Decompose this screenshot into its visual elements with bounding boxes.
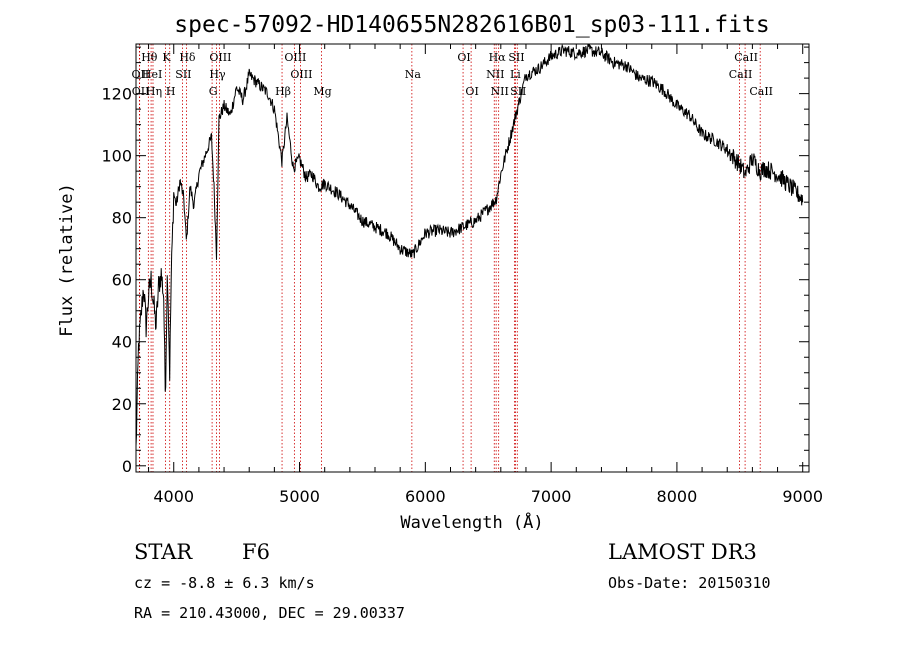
line-label-5: K — [162, 51, 171, 64]
line-label-22: SII — [508, 51, 524, 64]
object-class: STAR — [134, 540, 193, 564]
observation-date: Obs-Date: 20150310 — [608, 574, 771, 592]
x-tick-label-0: 4000 — [153, 487, 194, 506]
x-axis-label: Wavelength (Å) — [400, 511, 543, 533]
line-label-15: Mg — [313, 85, 331, 98]
survey-name: LAMOST DR3 — [608, 540, 757, 564]
line-label-7: H — [166, 85, 176, 98]
line-label-27: CaII — [749, 85, 773, 98]
y-tick-label-6: 120 — [101, 85, 132, 104]
x-tick-label-2: 6000 — [405, 487, 446, 506]
line-label-8: Hδ — [179, 51, 196, 64]
y-tick-label-5: 100 — [101, 147, 132, 166]
ra-dec: RA = 210.43000, DEC = 29.00337 — [134, 604, 405, 622]
chart-title: spec-57092-HD140655N282616B01_sp03-111.f… — [174, 12, 769, 38]
line-label-20: NII — [486, 68, 504, 81]
x-axis-ticks: 4000 5000 6000 7000 8000 9000 — [148, 44, 823, 506]
line-label-11: G — [209, 85, 218, 98]
line-label-26: CaII — [729, 68, 753, 81]
y-tick-label-3: 60 — [112, 271, 132, 290]
line-label-18: OI — [465, 85, 478, 98]
line-label-16: Na — [405, 68, 422, 81]
line-label-10: Hγ — [209, 68, 226, 81]
y-axis-ticks: 0 20 40 60 80 100 120 — [101, 46, 809, 476]
y-axis-label: Flux (relative) — [57, 183, 77, 337]
line-label-24: SII — [510, 85, 526, 98]
x-tick-label-4: 8000 — [657, 487, 698, 506]
line-label-21: NII — [491, 85, 509, 98]
spectrum-line — [135, 43, 804, 447]
line-label-4: Hη — [146, 85, 162, 98]
line-label-14: Hβ — [275, 85, 291, 98]
line-label-12: OIII — [284, 51, 306, 64]
line-label-0: Hθ — [141, 51, 158, 64]
x-tick-label-3: 7000 — [531, 487, 572, 506]
line-label-19: Hα — [489, 51, 507, 64]
y-tick-label-2: 40 — [112, 333, 132, 352]
line-label-3: HeI — [142, 68, 162, 81]
x-tick-label-5: 9000 — [782, 487, 823, 506]
plot-frame — [135, 43, 810, 473]
spectral-subclass: F6 — [242, 540, 270, 564]
line-label-17: OI — [457, 51, 470, 64]
line-label-13: OIII — [290, 68, 312, 81]
line-label-25: CaII — [734, 51, 758, 64]
line-label-6: SII — [175, 68, 191, 81]
y-tick-label-1: 20 — [112, 395, 132, 414]
redshift-cz: cz = -8.8 ± 6.3 km/s — [134, 574, 315, 592]
line-label-23: Li — [510, 68, 521, 81]
y-tick-label-4: 80 — [112, 209, 132, 228]
line-label-9: OIII — [209, 51, 231, 64]
x-tick-label-1: 5000 — [279, 487, 320, 506]
y-tick-label-0: 0 — [122, 457, 132, 476]
